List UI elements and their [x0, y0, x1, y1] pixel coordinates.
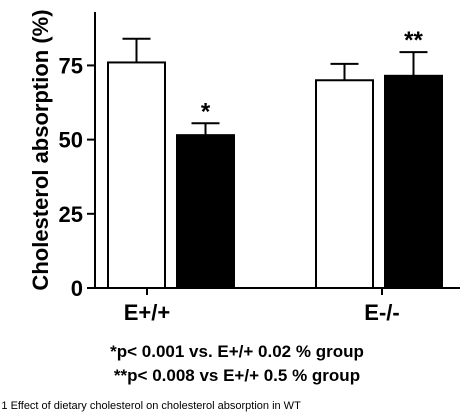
significance-marker: *	[201, 98, 211, 125]
footnote-significance-2: **p< 0.008 vs E+/+ 0.5 % group	[113, 366, 361, 385]
y-tick-label: 25	[59, 202, 83, 227]
bar	[315, 79, 374, 289]
significance-marker: **	[404, 27, 423, 54]
bar	[176, 134, 235, 289]
figure-caption: Fig. 1 Effect of dietary cholesterol on …	[0, 400, 301, 412]
y-tick-label: 50	[59, 128, 83, 153]
y-axis-label: Cholesterol absorption (%)	[28, 9, 53, 290]
y-tick-label: 75	[59, 53, 83, 78]
y-tick-label: 0	[71, 276, 83, 301]
x-category-label: E-/-	[364, 300, 399, 325]
bar	[384, 74, 443, 289]
x-category-label: E+/+	[124, 300, 170, 325]
bar	[107, 61, 166, 289]
footnote-significance-1: *p< 0.001 vs. E+/+ 0.02 % group	[110, 342, 364, 361]
